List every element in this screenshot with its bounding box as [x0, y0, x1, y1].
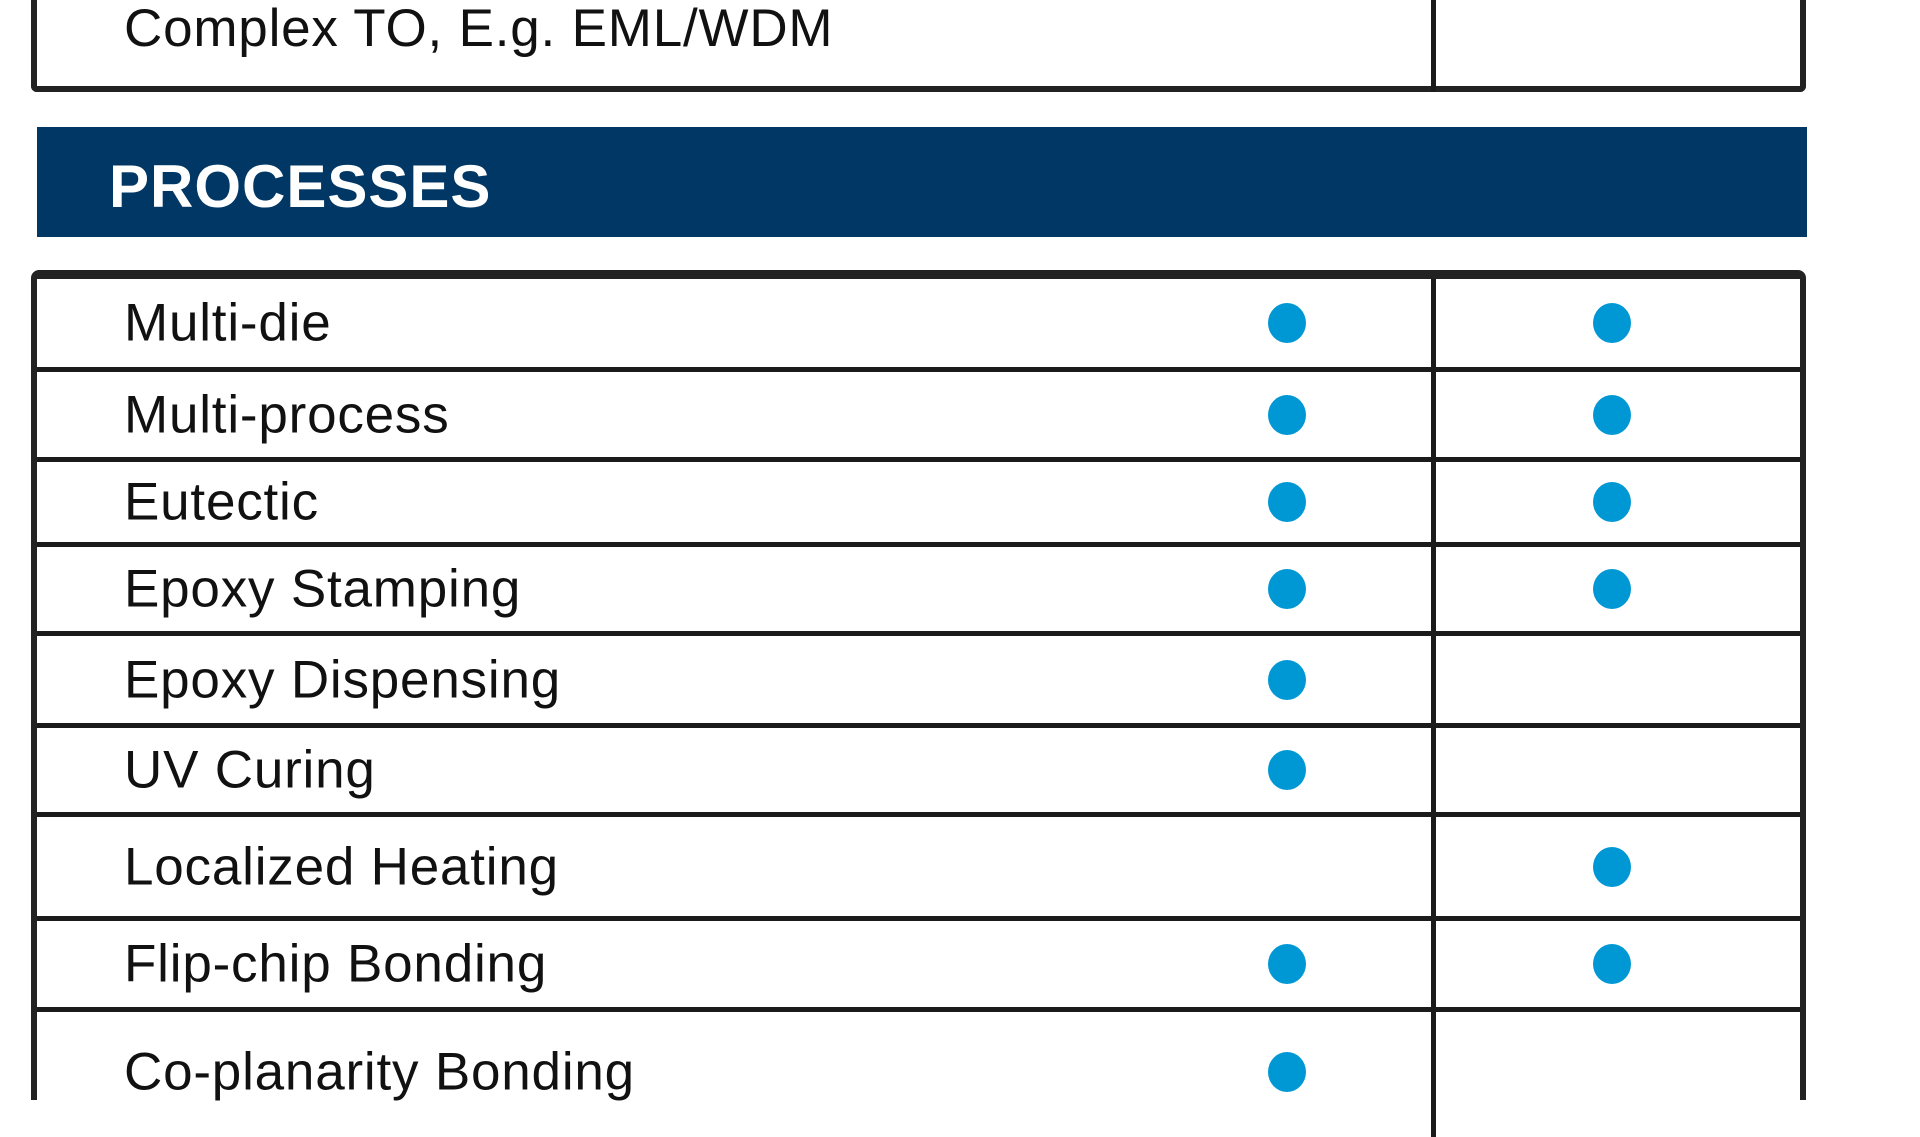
filled-circle-icon [1593, 944, 1631, 984]
filled-circle-icon [1593, 846, 1631, 887]
filled-circle-icon [1593, 569, 1631, 609]
row-label: Eutectic [124, 472, 319, 532]
table-row: Multi-die [37, 279, 1800, 372]
section-header: PROCESSES [37, 127, 1807, 237]
row-label: Co-planarity Bonding [124, 1042, 635, 1102]
filled-circle-icon [1268, 750, 1306, 790]
column-divider [1431, 728, 1436, 817]
column-divider [1431, 1012, 1436, 1137]
column-divider [1431, 279, 1436, 372]
filled-circle-icon [1593, 303, 1631, 343]
row-label: Epoxy Stamping [124, 559, 522, 619]
processes-table: Multi-die Multi-process Eutectic Epoxy Stam… [31, 270, 1806, 1137]
row-label: UV Curing [124, 740, 376, 800]
row-label: Epoxy Dispensing [124, 650, 562, 709]
column-divider [1431, 547, 1436, 636]
column-divider [1431, 462, 1436, 547]
filled-circle-icon [1593, 482, 1631, 522]
filled-circle-icon [1593, 394, 1631, 435]
section-title: PROCESSES [109, 153, 492, 220]
row-label: Localized Heating [124, 837, 559, 896]
filled-circle-icon [1268, 659, 1306, 700]
filled-circle-icon [1268, 482, 1306, 522]
filled-circle-icon [1268, 944, 1306, 984]
column-divider [1431, 817, 1436, 921]
filled-circle-icon [1268, 569, 1306, 609]
column-divider [1431, 636, 1436, 728]
table-row: UV Curing [37, 728, 1800, 817]
row-label: Multi-die [124, 293, 332, 353]
table-row: Flip-chip Bonding [37, 921, 1800, 1012]
row-label: Multi-process [124, 385, 450, 444]
table-row: Epoxy Dispensing [37, 636, 1800, 728]
filled-circle-icon [1268, 1052, 1306, 1092]
filled-circle-icon [1268, 394, 1306, 435]
table-row: Epoxy Stamping [37, 547, 1800, 636]
table-row: Localized Heating [37, 817, 1800, 921]
table-row: Multi-process [37, 372, 1800, 462]
row-label: Complex TO, E.g. EML/WDM [124, 0, 834, 58]
column-divider [1431, 372, 1436, 462]
row-label: Flip-chip Bonding [124, 934, 548, 994]
table-row: Co-planarity Bonding [37, 1012, 1800, 1137]
column-divider [1431, 921, 1436, 1012]
previous-table: Complex TO, E.g. EML/WDM [31, 0, 1806, 92]
column-divider [1431, 0, 1436, 92]
filled-circle-icon [1268, 303, 1306, 343]
table-row: Eutectic [37, 462, 1800, 547]
